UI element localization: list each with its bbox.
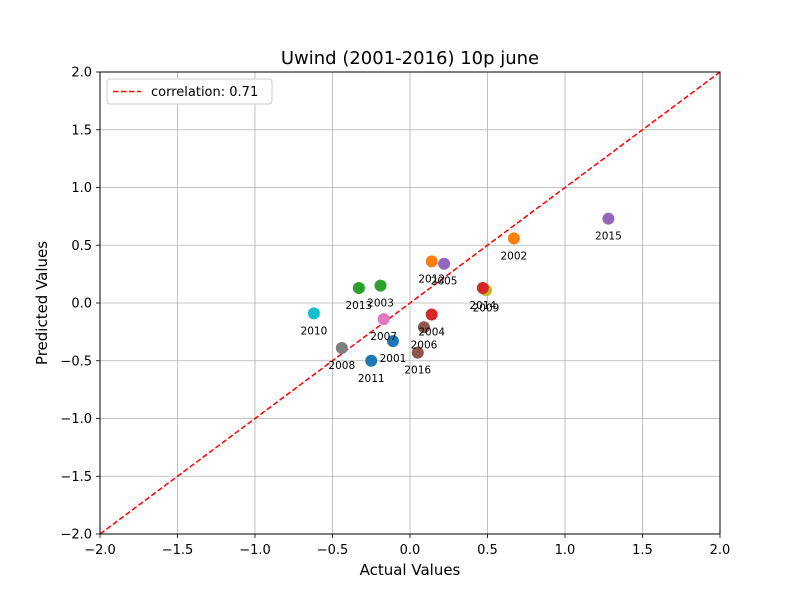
x-tick-label: 2.0 xyxy=(710,543,731,558)
x-tick-label: 1.0 xyxy=(555,543,576,558)
point-label-2008: 2008 xyxy=(328,360,355,372)
point-label-2001: 2001 xyxy=(380,353,407,365)
reference-line-group xyxy=(99,71,721,535)
data-point-2016 xyxy=(411,346,424,359)
legend-box xyxy=(106,78,273,105)
x-tick-label: −0.5 xyxy=(317,543,349,558)
y-axis-label: Predicted Values xyxy=(33,241,51,365)
data-point-2005 xyxy=(438,257,451,270)
y-tick-label: 1.5 xyxy=(71,123,92,138)
y-tick-label: 1.0 xyxy=(71,181,92,196)
y-tick-label: −2.0 xyxy=(60,528,92,543)
point-label-2003: 2003 xyxy=(367,298,394,310)
x-tick-label: −1.0 xyxy=(239,543,271,558)
x-tick-label: −2.0 xyxy=(84,543,116,558)
point-label-2005: 2005 xyxy=(431,276,458,288)
x-tick-label: 0.0 xyxy=(400,543,421,558)
data-points xyxy=(307,212,615,367)
point-label-2013: 2013 xyxy=(345,300,372,312)
point-label-2016: 2016 xyxy=(404,365,431,377)
point-labels: 2001 2002 2003 2004 2005 2006 2007 2008 2009 2010… xyxy=(301,231,622,385)
point-label-2002: 2002 xyxy=(500,250,527,262)
point-label-2014: 2014 xyxy=(469,300,496,312)
data-point-2004 xyxy=(425,308,438,321)
data-point-2014 xyxy=(476,281,489,294)
data-point-2007 xyxy=(377,313,390,326)
y-axis-ticks: −2.0 −1.5 −1.0 −0.5 0.0 0.5 1.0 1.5 2.0 xyxy=(60,66,100,543)
data-point-2006 xyxy=(417,321,430,334)
y-tick-label: −1.5 xyxy=(60,470,92,485)
data-point-2015 xyxy=(602,212,615,225)
chart-title: Uwind (2001-2016) 10p june xyxy=(281,48,539,69)
x-tick-label: 1.5 xyxy=(632,543,653,558)
y-tick-label: −0.5 xyxy=(60,354,92,369)
point-label-2007: 2007 xyxy=(370,331,397,343)
data-point-2002 xyxy=(507,232,520,245)
correlation-reference-line xyxy=(99,71,721,535)
data-point-2003 xyxy=(374,279,387,292)
point-label-2015: 2015 xyxy=(595,231,622,243)
legend-entry: correlation: 0.71 xyxy=(151,85,258,100)
data-point-2008 xyxy=(335,342,348,355)
x-tick-label: −1.5 xyxy=(162,543,194,558)
data-point-2011 xyxy=(365,354,378,367)
data-point-2010 xyxy=(307,307,320,320)
point-label-2010: 2010 xyxy=(301,325,328,337)
point-label-2012: 2012 xyxy=(418,273,445,285)
point-label-2011: 2011 xyxy=(358,373,385,385)
x-axis-label: Actual Values xyxy=(360,561,461,579)
data-point-2001 xyxy=(386,335,399,348)
legend: correlation: 0.71 xyxy=(106,78,273,105)
data-point-2013 xyxy=(352,281,365,294)
data-point-2012 xyxy=(425,255,438,268)
point-label-2006: 2006 xyxy=(411,339,438,351)
x-axis-ticks: −2.0 −1.5 −1.0 −0.5 0.0 0.5 1.0 1.5 2.0 xyxy=(84,534,730,558)
x-tick-label: 0.5 xyxy=(477,543,498,558)
y-tick-label: −1.0 xyxy=(60,412,92,427)
point-label-2004: 2004 xyxy=(418,327,445,339)
y-tick-label: 0.5 xyxy=(71,239,92,254)
point-label-2009: 2009 xyxy=(473,302,500,314)
y-tick-label: 2.0 xyxy=(71,66,92,81)
y-tick-label: 0.0 xyxy=(71,297,92,312)
